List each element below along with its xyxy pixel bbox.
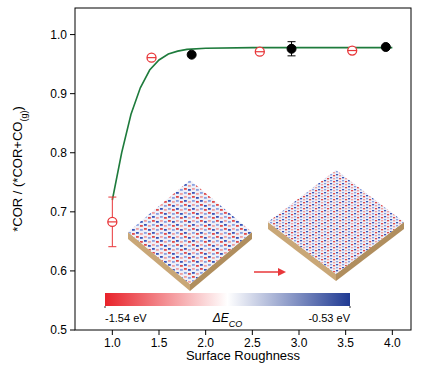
colorbar-title: ΔECO [212, 311, 243, 329]
point-bar [147, 57, 156, 58]
y-tick [70, 270, 75, 271]
x-tick-label: 1.5 [151, 336, 168, 350]
point [255, 47, 264, 56]
y-tick [70, 211, 75, 212]
y-tick [70, 330, 75, 331]
point-circle [348, 46, 357, 55]
arrow [254, 271, 280, 273]
x-tick [205, 330, 206, 335]
point [287, 44, 296, 53]
y-tick [70, 34, 75, 35]
point-bar [348, 50, 357, 51]
colorbar-tick-label: -1.54 eV [105, 312, 147, 324]
point-bar [255, 51, 264, 52]
colorbar-tick-label: -0.53 eV [308, 312, 350, 324]
point-circle [255, 47, 264, 56]
point [187, 50, 196, 59]
y-tick-label: 1.0 [50, 28, 67, 42]
point [381, 42, 390, 51]
x-tick-label: 1.0 [104, 336, 121, 350]
point [108, 217, 117, 226]
slab-top [268, 170, 404, 274]
plot-frame [75, 8, 411, 330]
x-tick-label: 4.0 [384, 336, 401, 350]
y-tick-label: 0.5 [50, 323, 67, 337]
y-tick-label: 0.6 [50, 264, 67, 278]
x-tick [345, 330, 346, 335]
point-circle [108, 217, 117, 226]
y-tick [70, 93, 75, 94]
error-bar [108, 197, 116, 247]
y-tick-label: 0.8 [50, 146, 67, 160]
error-cap [288, 41, 296, 42]
slab-top [128, 180, 252, 284]
point [348, 46, 357, 55]
point [147, 53, 156, 62]
colorbar-title-part: ΔE [212, 311, 230, 325]
colorbar [105, 293, 350, 306]
x-tick-label: 3.5 [337, 336, 354, 350]
fit-line [112, 48, 392, 200]
x-tick [392, 330, 393, 335]
arrow-head [278, 268, 286, 276]
y-axis-title-part: ) [10, 106, 25, 110]
marks [108, 42, 392, 247]
surface-insets [128, 170, 404, 291]
surface-slab [268, 170, 404, 281]
error-cap [108, 246, 116, 247]
x-tick [252, 330, 253, 335]
chart: 1.01.52.02.53.03.54.00.50.60.70.80.91.0S… [0, 0, 446, 366]
x-tick [112, 330, 113, 335]
y-tick-label: 0.9 [50, 87, 67, 101]
colorbar-tick [105, 306, 106, 308]
colorbar-title-part: CO [229, 319, 243, 329]
surface-slab [128, 180, 252, 291]
point-bar [108, 221, 117, 222]
x-tick [299, 330, 300, 335]
colorbar-tick [350, 306, 351, 308]
point-circle [147, 53, 156, 62]
error-cap [108, 197, 116, 198]
y-tick-label: 0.7 [50, 205, 67, 219]
y-axis-title-part: (g) [19, 111, 29, 122]
x-tick [159, 330, 160, 335]
y-axis-title-part: *COR / (*COR+CO [10, 122, 25, 232]
y-axis-title: *COR / (*COR+CO(g)) [10, 106, 29, 232]
y-tick [70, 152, 75, 153]
error-bar [288, 42, 296, 56]
error-cap [288, 55, 296, 56]
x-axis-title: Surface Roughness [186, 348, 301, 363]
